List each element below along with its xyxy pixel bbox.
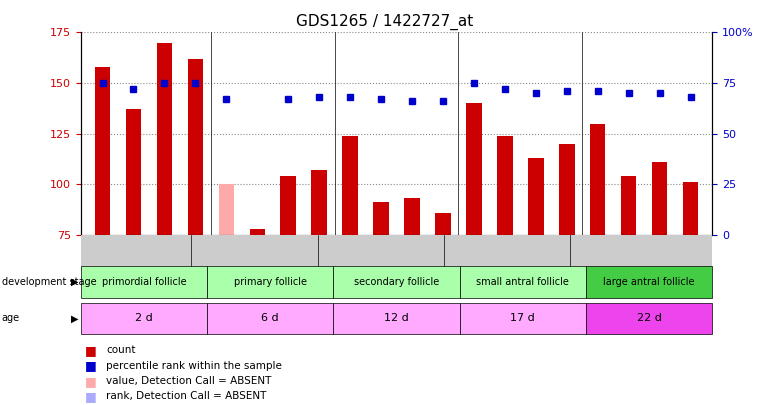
Bar	[311, 170, 327, 235]
Bar	[280, 176, 296, 235]
Bar	[126, 109, 141, 235]
Text: count: count	[106, 345, 136, 355]
Bar	[188, 59, 203, 235]
Text: secondary follicle: secondary follicle	[354, 277, 439, 287]
Bar	[559, 144, 574, 235]
Bar	[404, 198, 420, 235]
Bar	[528, 158, 544, 235]
Bar	[373, 202, 389, 235]
Text: rank, Detection Call = ABSENT: rank, Detection Call = ABSENT	[106, 392, 266, 401]
Bar	[435, 213, 450, 235]
Text: percentile rank within the sample: percentile rank within the sample	[106, 361, 282, 371]
Bar	[95, 67, 110, 235]
Text: value, Detection Call = ABSENT: value, Detection Call = ABSENT	[106, 376, 272, 386]
Text: ■: ■	[85, 375, 96, 388]
Text: ■: ■	[85, 390, 96, 403]
Text: 17 d: 17 d	[511, 313, 535, 323]
Text: age: age	[2, 313, 20, 323]
Bar	[466, 103, 482, 235]
Text: primary follicle: primary follicle	[234, 277, 306, 287]
Bar	[621, 176, 637, 235]
Text: ■: ■	[85, 359, 96, 372]
Text: development stage: development stage	[2, 277, 96, 287]
Text: 12 d: 12 d	[384, 313, 409, 323]
Text: primordial follicle: primordial follicle	[102, 277, 186, 287]
Bar	[497, 136, 513, 235]
Text: GDS1265 / 1422727_at: GDS1265 / 1422727_at	[296, 14, 474, 30]
Bar	[219, 184, 234, 235]
Text: 6 d: 6 d	[262, 313, 279, 323]
Text: 2 d: 2 d	[135, 313, 153, 323]
Bar	[590, 124, 605, 235]
Text: ▶: ▶	[71, 313, 79, 323]
Text: small antral follicle: small antral follicle	[477, 277, 569, 287]
Text: ■: ■	[85, 344, 96, 357]
Text: ▶: ▶	[71, 277, 79, 287]
Bar	[156, 43, 172, 235]
Text: large antral follicle: large antral follicle	[604, 277, 695, 287]
Bar	[343, 136, 358, 235]
Text: 22 d: 22 d	[637, 313, 661, 323]
Bar	[683, 182, 698, 235]
Bar	[249, 229, 265, 235]
Bar	[652, 162, 668, 235]
